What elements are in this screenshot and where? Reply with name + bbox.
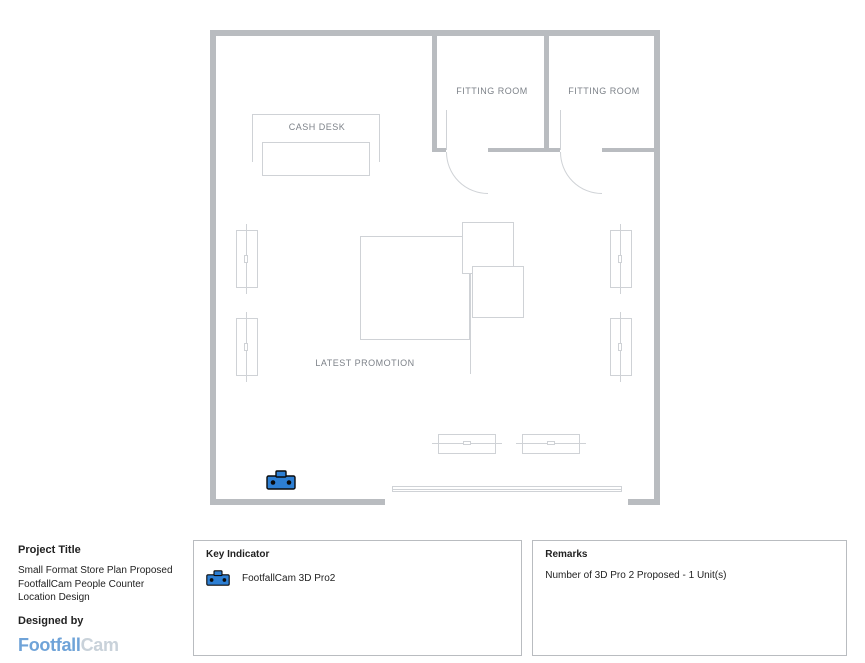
wall-bottom-right — [628, 499, 660, 505]
fitting-bottom-2a — [544, 148, 560, 152]
brand-part-b: Cam — [81, 635, 119, 655]
fitting-room-label-1: FITTING ROOM — [442, 86, 542, 96]
rack-h-1-dot — [463, 441, 471, 445]
fitting-bottom-1a — [432, 148, 446, 152]
fitting-bottom-1b — [488, 148, 549, 152]
brand-part-a: Footfall — [18, 635, 81, 655]
project-meta: Project Title Small Format Store Plan Pr… — [18, 540, 183, 656]
center-box-1 — [360, 236, 470, 340]
remarks-text: Number of 3D Pro 2 Proposed - 1 Unit(s) — [545, 570, 834, 581]
center-stem — [470, 274, 471, 374]
wall-left — [210, 30, 216, 505]
camera-icon — [206, 570, 232, 586]
fitting-room-label-2: FITTING ROOM — [554, 86, 654, 96]
key-indicator-item: FootfallCam 3D Pro2 — [242, 573, 335, 584]
project-title-heading: Project Title — [18, 544, 183, 556]
door-arc-1 — [446, 110, 530, 194]
designed-by-heading: Designed by — [18, 615, 183, 627]
rack-v-4-dot — [618, 343, 622, 351]
cash-desk-inner — [262, 142, 370, 176]
door-arc-2 — [560, 110, 644, 194]
door-leaf-1 — [446, 110, 447, 150]
key-indicator-panel: Key Indicator FootfallCam 3D Pro2 — [193, 540, 522, 656]
rack-h-2-dot — [547, 441, 555, 445]
brand-logo: FootfallCam — [18, 635, 183, 656]
cash-desk-label: CASH DESK — [272, 122, 362, 132]
latest-promotion-label: LATEST PROMOTION — [300, 358, 430, 368]
rack-v-3-dot — [618, 255, 622, 263]
key-indicator-heading: Key Indicator — [206, 549, 509, 560]
key-indicator-row: FootfallCam 3D Pro2 — [206, 570, 509, 586]
rack-v-2-dot — [244, 343, 248, 351]
fitting-bottom-2b — [602, 148, 654, 152]
fitting-wall-left — [432, 30, 437, 152]
remarks-panel: Remarks Number of 3D Pro 2 Proposed - 1 … — [532, 540, 847, 656]
camera-icon — [266, 470, 292, 486]
entrance-threshold-mid — [392, 489, 622, 490]
center-box-3 — [472, 266, 524, 318]
wall-right — [654, 30, 660, 505]
remarks-heading: Remarks — [545, 549, 834, 560]
door-leaf-2 — [560, 110, 561, 150]
rack-v-1-dot — [244, 255, 248, 263]
info-strip: Project Title Small Format Store Plan Pr… — [18, 540, 847, 656]
project-title-text: Small Format Store Plan Proposed Footfal… — [18, 564, 183, 605]
wall-bottom-left — [210, 499, 385, 505]
fitting-wall-mid — [544, 30, 549, 152]
floorplan: FITTING ROOM FITTING ROOM CASH DESK LATE… — [210, 30, 660, 505]
